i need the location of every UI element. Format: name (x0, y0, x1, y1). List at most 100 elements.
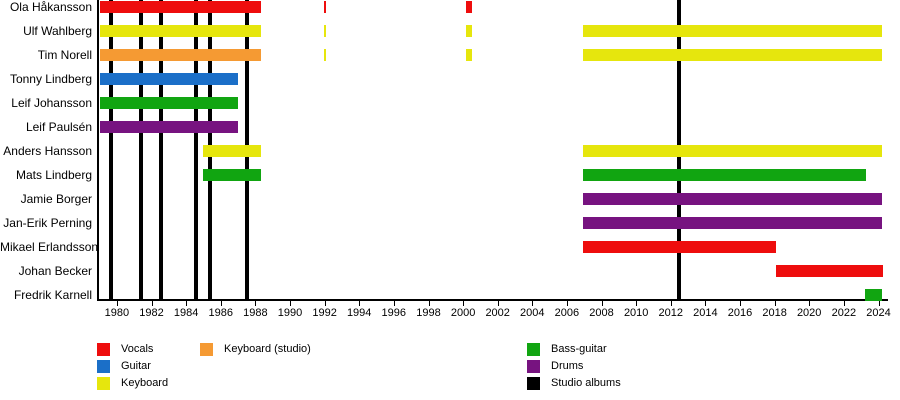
timeline-bar-keyboard (99, 25, 262, 37)
legend-swatch-albums (527, 377, 540, 390)
x-axis-tick-label: 2006 (554, 307, 580, 319)
member-name-label: Ulf Wahlberg (23, 24, 92, 38)
x-axis-tick-label: 2002 (485, 307, 510, 319)
timeline-bar-bass (99, 97, 239, 109)
studio-album-line (159, 0, 163, 300)
timeline-bar-keyboard (582, 25, 882, 37)
x-axis-tick-label: 2014 (693, 307, 718, 319)
legend-item-bass: Bass-guitar (527, 343, 607, 356)
member-name-label: Mats Lindberg (15, 168, 92, 182)
timeline-bar-vocals (775, 265, 883, 277)
x-axis-tick-label: 2024 (866, 307, 891, 319)
x-axis-tick (774, 301, 776, 306)
x-axis-tick (324, 301, 326, 306)
x-axis-tick (497, 301, 499, 306)
member-name-label: Jamie Borger (20, 192, 92, 206)
legend-item-albums: Studio albums (527, 377, 621, 390)
x-axis-tick-label: 2010 (623, 307, 649, 319)
legend-swatch-keyboard_studio (200, 343, 213, 356)
legend-label-guitar: Guitar (121, 360, 151, 372)
x-axis-tick (636, 301, 638, 306)
x-axis-tick-label: 2000 (450, 307, 476, 319)
x-axis-tick-label: 2020 (796, 307, 822, 319)
legend-label-bass: Bass-guitar (551, 343, 607, 355)
x-axis-tick (220, 301, 222, 306)
x-axis-line (97, 299, 888, 301)
studio-album-line (139, 0, 144, 300)
member-name-label: Tim Norell (37, 48, 92, 62)
timeline-bar-keyboard (465, 49, 472, 61)
member-labels-column: Ola Håkansson Ulf Wahlberg Tim Norell Tonny… (0, 0, 99, 302)
timeline-bar-keyboard_studio (99, 49, 262, 61)
legend-label-keyboard_studio: Keyboard (studio) (224, 343, 311, 355)
member-name-label: Leif Johansson (11, 96, 92, 110)
timeline-bar-drums (99, 121, 239, 133)
timeline-bar-guitar (99, 73, 239, 85)
x-axis-tick-label: 2008 (589, 307, 614, 319)
studio-album-line (108, 0, 113, 300)
timeline-bar-keyboard (323, 49, 327, 61)
member-name-label: Leif Paulsén (25, 120, 92, 134)
x-axis-tick-label: 2012 (658, 307, 684, 319)
x-axis-tick (566, 301, 568, 306)
x-axis-tick-label: 1984 (173, 307, 199, 319)
x-axis-tick-label: 1988 (243, 307, 268, 319)
x-axis-tick (393, 301, 395, 306)
x-axis-tick (186, 301, 188, 306)
x-axis-tick (843, 301, 845, 306)
timeline-bar-keyboard (582, 49, 882, 61)
legend-label-albums: Studio albums (551, 377, 621, 389)
timeline-bar-drums (582, 193, 882, 205)
x-axis-tick (532, 301, 534, 306)
legend-swatch-bass (527, 343, 540, 356)
x-axis-tick-label: 1990 (277, 307, 303, 319)
timeline-bar-keyboard (582, 145, 882, 157)
x-axis-tick-label: 1982 (139, 307, 164, 319)
timeline-bar-vocals (99, 1, 262, 13)
legend-swatch-vocals (97, 343, 110, 356)
legend-swatch-keyboard (97, 377, 110, 390)
x-axis-tick-label: 1998 (416, 307, 441, 319)
member-name-label: Fredrik Karnell (13, 288, 92, 302)
timeline-bar-vocals (465, 1, 472, 13)
x-axis-tick (428, 301, 430, 306)
legend-item-drums: Drums (527, 360, 583, 373)
x-axis-tick-label: 1980 (104, 307, 130, 319)
x-axis-tick (151, 301, 153, 306)
timeline-bar-bass (582, 169, 866, 181)
legend-swatch-guitar (97, 360, 110, 373)
x-axis-tick-label: 2018 (762, 307, 787, 319)
x-axis-tick (116, 301, 118, 306)
x-axis-tick-label: 1992 (312, 307, 337, 319)
legend-item-guitar: Guitar (97, 360, 151, 373)
timeline-bar-keyboard (203, 145, 262, 157)
member-name-label: Tonny Lindberg (9, 72, 92, 86)
legend-label-drums: Drums (551, 360, 584, 372)
member-name-label: Mikael Erlandsson (0, 240, 99, 254)
y-axis-line (97, 0, 99, 301)
legend-item-keyboard_studio: Keyboard (studio) (200, 343, 311, 356)
member-name-label: Ola Håkansson (9, 0, 92, 14)
legend-item-keyboard: Keyboard (97, 377, 168, 390)
x-axis-tick (878, 301, 880, 306)
x-axis-tick-label: 2022 (831, 307, 857, 319)
legend-label-vocals: Vocals (121, 343, 154, 355)
member-name-label: Anders Hansson (3, 144, 92, 158)
x-axis-tick-label: 1986 (208, 307, 234, 319)
timeline-bar-vocals (582, 241, 776, 253)
x-axis-tick (670, 301, 672, 306)
timeline-bar-keyboard (465, 25, 472, 37)
legend-swatch-drums (527, 360, 540, 373)
x-axis-tick (463, 301, 465, 306)
x-axis-tick-label: 1996 (381, 307, 407, 319)
member-name-label: Jan-Erik Perning (3, 216, 92, 230)
x-axis-tick-label: 2016 (727, 307, 753, 319)
timeline-bar-drums (582, 217, 882, 229)
timeline-bar-keyboard (323, 25, 327, 37)
timeline-bar-bass (864, 289, 882, 301)
legend-item-vocals: Vocals (97, 343, 153, 356)
x-axis-tick (255, 301, 257, 306)
x-axis-tick (359, 301, 361, 306)
x-axis-tick (601, 301, 603, 306)
